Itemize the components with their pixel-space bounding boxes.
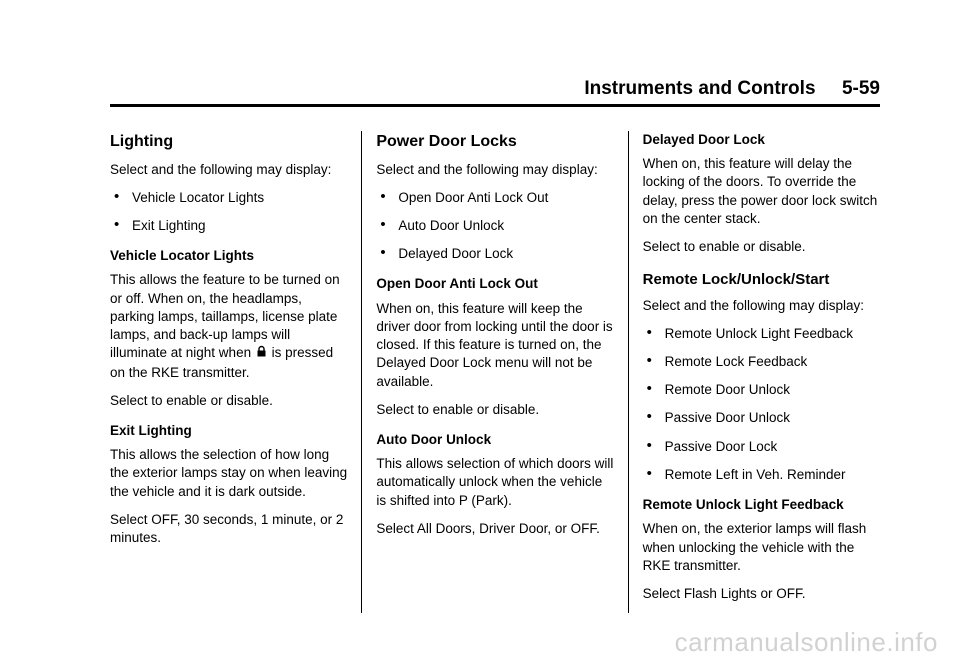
column-2: Power Door Locks Select and the followin… bbox=[362, 131, 628, 613]
list-item: Auto Door Unlock bbox=[376, 217, 613, 235]
heading-remote-unlock-light-feedback: Remote Unlock Light Feedback bbox=[643, 496, 880, 514]
lock-icon bbox=[255, 345, 268, 363]
heading-auto-door-unlock: Auto Door Unlock bbox=[376, 431, 613, 449]
heading-vehicle-locator-lights: Vehicle Locator Lights bbox=[110, 247, 347, 265]
ddl-paragraph-2: Select to enable or disable. bbox=[643, 238, 880, 256]
content-columns: Lighting Select and the following may di… bbox=[110, 131, 880, 613]
page-header: Instruments and Controls 5-59 bbox=[110, 78, 880, 107]
column-3: Delayed Door Lock When on, this feature … bbox=[629, 131, 880, 613]
pdl-list: Open Door Anti Lock Out Auto Door Unlock… bbox=[376, 189, 613, 264]
lighting-intro: Select and the following may display: bbox=[110, 161, 347, 179]
heading-power-door-locks: Power Door Locks bbox=[376, 131, 613, 153]
list-item: Remote Unlock Light Feedback bbox=[643, 325, 880, 343]
vll-paragraph-2: Select to enable or disable. bbox=[110, 392, 347, 410]
adu-paragraph-2: Select All Doors, Driver Door, or OFF. bbox=[376, 520, 613, 538]
el-paragraph-1: This allows the selection of how long th… bbox=[110, 446, 347, 501]
list-item: Remote Left in Veh. Reminder bbox=[643, 466, 880, 484]
pdl-intro: Select and the following may display: bbox=[376, 161, 613, 179]
rulf-paragraph-2: Select Flash Lights or OFF. bbox=[643, 585, 880, 603]
watermark: carmanualsonline.info bbox=[675, 627, 938, 658]
rlus-list: Remote Unlock Light Feedback Remote Lock… bbox=[643, 325, 880, 484]
list-item: Delayed Door Lock bbox=[376, 245, 613, 263]
page-number: 5-59 bbox=[842, 78, 880, 99]
odalo-paragraph-1: When on, this feature will keep the driv… bbox=[376, 300, 613, 391]
heading-open-door-anti-lock-out: Open Door Anti Lock Out bbox=[376, 275, 613, 293]
heading-exit-lighting: Exit Lighting bbox=[110, 422, 347, 440]
list-item: Exit Lighting bbox=[110, 217, 347, 235]
list-item: Vehicle Locator Lights bbox=[110, 189, 347, 207]
vll-paragraph-1: This allows the feature to be turned on … bbox=[110, 271, 347, 381]
chapter-title: Instruments and Controls bbox=[584, 78, 815, 99]
el-paragraph-2: Select OFF, 30 seconds, 1 minute, or 2 m… bbox=[110, 511, 347, 547]
heading-lighting: Lighting bbox=[110, 131, 347, 153]
heading-delayed-door-lock: Delayed Door Lock bbox=[643, 131, 880, 149]
list-item: Passive Door Unlock bbox=[643, 409, 880, 427]
adu-paragraph-1: This allows selection of which doors wil… bbox=[376, 455, 613, 510]
list-item: Passive Door Lock bbox=[643, 438, 880, 456]
lighting-list: Vehicle Locator Lights Exit Lighting bbox=[110, 189, 347, 235]
heading-remote-lock-unlock-start: Remote Lock/Unlock/Start bbox=[643, 270, 880, 290]
list-item: Remote Lock Feedback bbox=[643, 353, 880, 371]
list-item: Open Door Anti Lock Out bbox=[376, 189, 613, 207]
ddl-paragraph-1: When on, this feature will delay the loc… bbox=[643, 155, 880, 228]
rulf-paragraph-1: When on, the exterior lamps will flash w… bbox=[643, 520, 880, 575]
odalo-paragraph-2: Select to enable or disable. bbox=[376, 401, 613, 419]
list-item: Remote Door Unlock bbox=[643, 381, 880, 399]
rlus-intro: Select and the following may display: bbox=[643, 297, 880, 315]
column-1: Lighting Select and the following may di… bbox=[110, 131, 362, 613]
manual-page: Instruments and Controls 5-59 Lighting S… bbox=[0, 0, 960, 672]
